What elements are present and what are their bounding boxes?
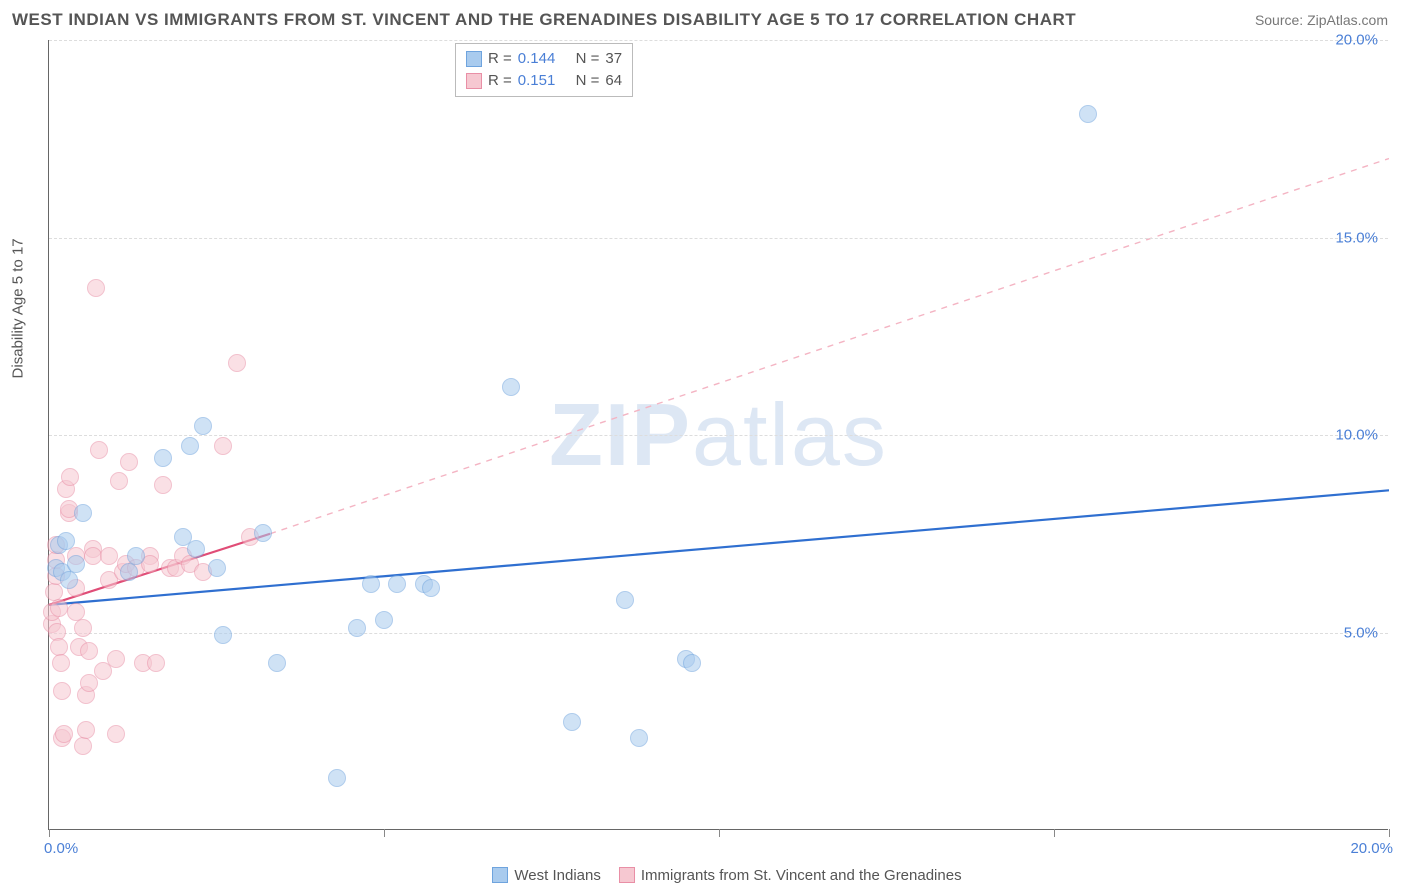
legend-swatch	[619, 867, 635, 883]
data-point	[214, 437, 232, 455]
data-point	[61, 468, 79, 486]
data-point	[187, 540, 205, 558]
data-point	[127, 547, 145, 565]
data-point	[90, 441, 108, 459]
y-tick-label: 15.0%	[1335, 229, 1378, 246]
data-point	[52, 654, 70, 672]
chart-title: WEST INDIAN VS IMMIGRANTS FROM ST. VINCE…	[12, 10, 1076, 30]
data-point	[60, 571, 78, 589]
data-point	[208, 559, 226, 577]
data-point	[422, 579, 440, 597]
data-point	[268, 654, 286, 672]
x-tick	[719, 829, 720, 837]
data-point	[502, 378, 520, 396]
data-point	[348, 619, 366, 637]
y-tick-label: 20.0%	[1335, 32, 1378, 49]
data-point	[107, 725, 125, 743]
n-value-2: 64	[605, 70, 622, 92]
plot-area: ZIPatlas 5.0%10.0%15.0%20.0%0.0%20.0%	[48, 40, 1388, 830]
y-axis-label: Disability Age 5 to 17	[10, 238, 27, 378]
swatch-series-2	[466, 73, 482, 89]
data-point	[55, 725, 73, 743]
data-point	[362, 575, 380, 593]
data-point	[74, 737, 92, 755]
y-tick-label: 5.0%	[1344, 624, 1378, 641]
data-point	[630, 729, 648, 747]
data-point	[181, 437, 199, 455]
data-point	[57, 532, 75, 550]
r-value-1: 0.144	[518, 48, 556, 70]
x-tick-label: 0.0%	[44, 840, 78, 857]
r-value-2: 0.151	[518, 70, 556, 92]
grid-line	[49, 435, 1388, 436]
data-point	[110, 472, 128, 490]
data-point	[388, 575, 406, 593]
data-point	[74, 619, 92, 637]
data-point	[228, 354, 246, 372]
stat-row-2: R = 0.151 N = 64	[466, 70, 622, 92]
swatch-series-1	[466, 51, 482, 67]
trend-line	[270, 159, 1389, 534]
x-tick-label: 20.0%	[1350, 840, 1393, 857]
data-point	[120, 563, 138, 581]
data-point	[1079, 105, 1097, 123]
legend-label: West Indians	[514, 867, 600, 884]
data-point	[50, 599, 68, 617]
data-point	[154, 476, 172, 494]
grid-line	[49, 238, 1388, 239]
grid-line	[49, 40, 1388, 41]
data-point	[375, 611, 393, 629]
data-point	[147, 654, 165, 672]
data-point	[107, 650, 125, 668]
grid-line	[49, 633, 1388, 634]
x-tick	[384, 829, 385, 837]
data-point	[214, 626, 232, 644]
data-point	[77, 721, 95, 739]
source-link[interactable]: Source: ZipAtlas.com	[1255, 12, 1388, 28]
chart-container: WEST INDIAN VS IMMIGRANTS FROM ST. VINCE…	[0, 0, 1406, 892]
data-point	[616, 591, 634, 609]
data-point	[100, 547, 118, 565]
data-point	[87, 279, 105, 297]
legend-swatch	[492, 867, 508, 883]
x-tick	[1054, 829, 1055, 837]
data-point	[194, 417, 212, 435]
data-point	[154, 449, 172, 467]
n-value-1: 37	[605, 48, 622, 70]
y-tick-label: 10.0%	[1335, 427, 1378, 444]
data-point	[563, 713, 581, 731]
data-point	[80, 642, 98, 660]
data-point	[67, 555, 85, 573]
data-point	[328, 769, 346, 787]
data-point	[74, 504, 92, 522]
data-point	[53, 682, 71, 700]
data-point	[120, 453, 138, 471]
x-tick	[1389, 829, 1390, 837]
legend-label: Immigrants from St. Vincent and the Gren…	[641, 867, 962, 884]
stat-legend: R = 0.144 N = 37 R = 0.151 N = 64	[455, 43, 633, 97]
x-tick	[49, 829, 50, 837]
data-point	[683, 654, 701, 672]
stat-row-1: R = 0.144 N = 37	[466, 48, 622, 70]
data-point	[254, 524, 272, 542]
data-point	[84, 547, 102, 565]
bottom-legend: West Indians Immigrants from St. Vincent …	[48, 867, 1388, 884]
trend-line	[49, 490, 1389, 605]
